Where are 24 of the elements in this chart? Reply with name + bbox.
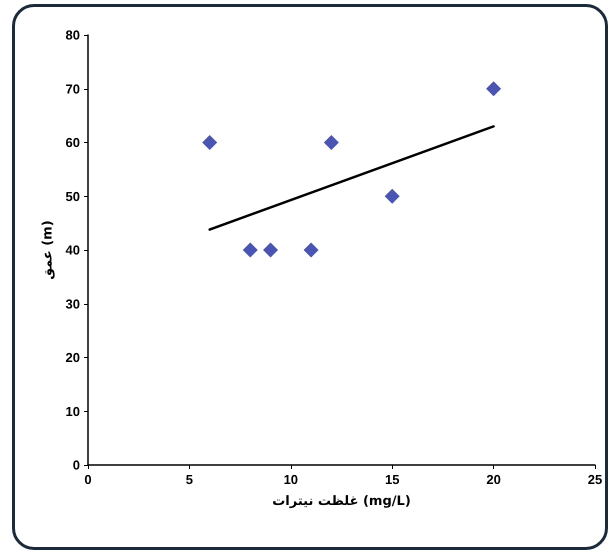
y-tick-label: 50 <box>66 188 80 204</box>
point <box>324 135 339 150</box>
y-tick-label: 70 <box>66 81 80 96</box>
y-axis-title: عمق (m) <box>40 220 56 280</box>
point <box>202 135 218 150</box>
x-tick-label: 10 <box>284 472 298 487</box>
y-tick-label: 10 <box>66 404 80 419</box>
x-axis-title: غلظت نيترات (mg/L) <box>272 494 411 509</box>
x-tick-label: 25 <box>588 472 602 487</box>
y-tick-label: 30 <box>66 296 80 312</box>
point <box>263 242 278 258</box>
y-tick-label: 0 <box>72 458 80 472</box>
point <box>242 242 258 258</box>
point <box>304 242 319 258</box>
y-tick-label: 20 <box>66 350 80 365</box>
x-tick-label: 0 <box>84 472 92 487</box>
x-tick-label: 20 <box>486 472 501 487</box>
y-tick-label: 60 <box>66 135 80 150</box>
x-tick-label: 5 <box>186 472 194 487</box>
x-tick-label: 15 <box>384 472 400 487</box>
y-tick-label: 40 <box>66 242 80 258</box>
y-tick-label: 80 <box>66 28 80 42</box>
point <box>486 81 502 96</box>
point <box>384 188 400 204</box>
